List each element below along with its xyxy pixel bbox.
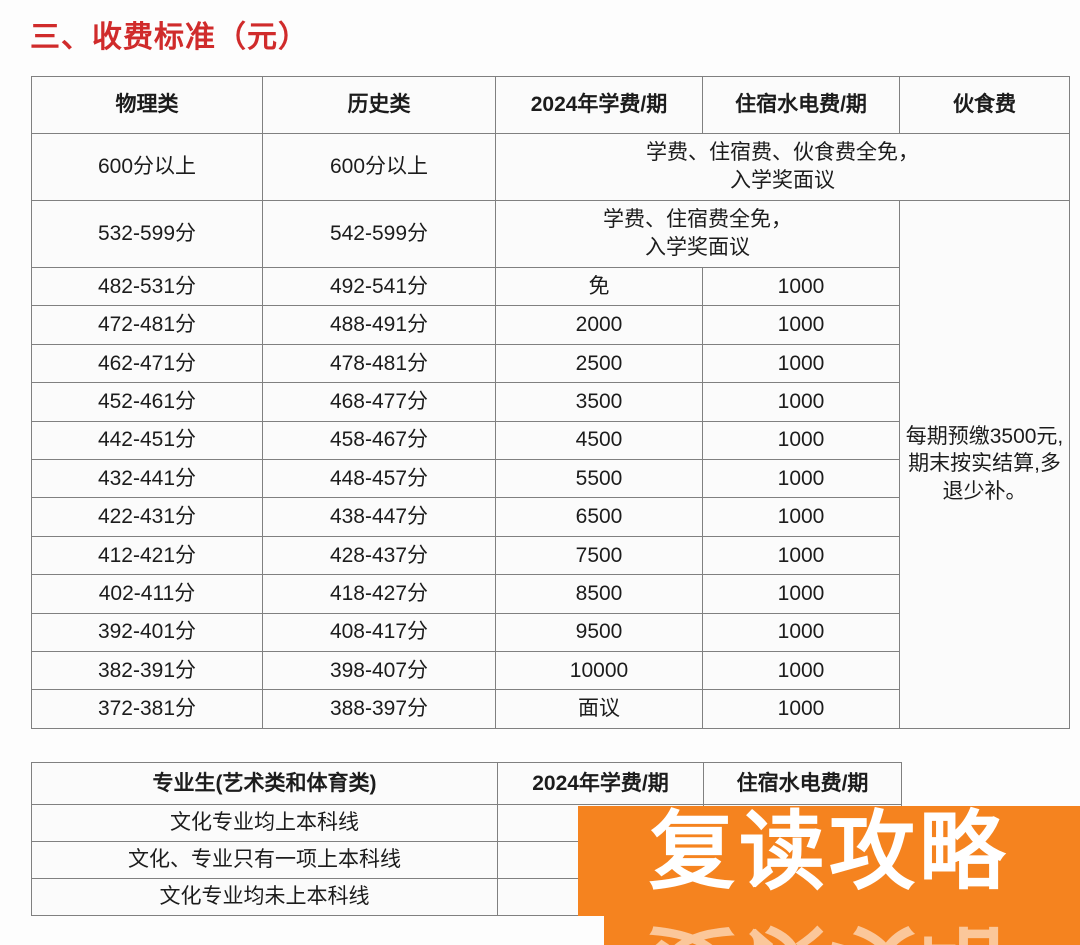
cell-physics-score: 452-461分 [31,382,263,422]
cell-tuition: 8500 [495,574,703,614]
cell-tuition: 免 [495,266,703,307]
cell-tuition: 2000 [495,305,703,345]
cell-physics-score: 402-411分 [31,574,263,614]
cell-dormitory: 1000 [702,343,900,384]
cell-history-score: 438-447分 [262,497,496,537]
table-row: 600分以上 600分以上 学费、住宿费、伙食费全免， 入学奖面议 [31,133,1070,201]
cell-physics-score: 442-451分 [31,420,263,460]
cell-history-score: 428-437分 [262,535,496,576]
cell-history-score: 542-599分 [262,200,496,268]
watermark-text: 复读攻略 [649,806,1009,900]
table-row: 392-401分 408-417分 9500 1000 [31,612,1070,652]
table-row: 532-599分 542-599分 学费、住宿费全免， 入学奖面议 每期预缴35… [31,200,1070,729]
watermark-notch [578,916,604,945]
column-header-tuition: 2024年学费/期 [497,762,704,805]
cell-physics-score: 482-531分 [31,266,263,307]
cell-tuition: 7500 [495,535,703,576]
cell-dormitory: 1000 [702,305,900,345]
cell-specialty-category: 文化、专业只有一项上本科线 [31,841,498,879]
cell-physics-score: 472-481分 [31,305,263,345]
cell-dormitory: 1000 [702,612,900,652]
cell-physics-score: 392-401分 [31,612,263,652]
cell-dormitory: 1000 [702,535,900,576]
cell-history-score: 458-467分 [262,420,496,460]
cell-dormitory: 1000 [702,266,900,307]
cell-history-score: 448-457分 [262,458,496,499]
column-header-physics: 物理类 [31,76,263,134]
cell-tuition: 5500 [495,458,703,499]
cell-dormitory: 1000 [702,689,900,729]
page-title: 三、收费标准（元） [30,21,309,54]
cell-physics-score: 600分以上 [31,133,263,201]
table-row: 472-481分 488-491分 2000 1000 [31,305,1070,345]
cell-tuition: 2500 [495,343,703,384]
watermark-banner: 复读攻略 复读攻略 [578,806,1080,945]
cell-tuition: 9500 [495,612,703,652]
column-header-dormitory: 住宿水电费/期 [702,76,900,134]
cell-history-score: 600分以上 [262,133,496,201]
cell-dormitory: 1000 [702,420,900,460]
cell-physics-score: 412-421分 [31,535,263,576]
table-row: 372-381分 388-397分 面议 1000 [31,689,1070,729]
column-header-specialty-student: 专业生(艺术类和体育类) [31,762,498,805]
table-row: 482-531分 492-541分 免 1000 [31,266,1070,307]
cell-physics-score: 532-599分 [31,200,263,268]
cell-history-score: 478-481分 [262,343,496,384]
cell-physics-score: 382-391分 [31,650,263,691]
watermark-text-reflection: 复读攻略 [649,912,1009,945]
cell-dormitory: 1000 [702,382,900,422]
cell-history-score: 468-477分 [262,382,496,422]
cell-fee-note-full-waiver: 学费、住宿费、伙食费全免， 入学奖面议 [495,133,1070,201]
cell-history-score: 488-491分 [262,305,496,345]
table-row: 402-411分 418-427分 8500 1000 [31,574,1070,614]
column-header-dormitory: 住宿水电费/期 [703,762,902,805]
table-row: 462-471分 478-481分 2500 1000 [31,343,1070,384]
cell-meal-fee-note: 每期预缴3500元,期末按实结算,多退少补。 [899,200,1070,729]
cell-tuition: 3500 [495,382,703,422]
cell-dormitory: 1000 [702,574,900,614]
cell-physics-score: 372-381分 [31,689,263,729]
fee-standard-table: 物理类 历史类 2024年学费/期 住宿水电费/期 伙食费 600分以上 600… [31,76,1070,729]
table-row: 422-431分 438-447分 6500 1000 [31,497,1070,537]
cell-specialty-category: 文化专业均未上本科线 [31,878,498,916]
cell-history-score: 398-407分 [262,650,496,691]
column-header-tuition: 2024年学费/期 [495,76,703,134]
table-row: 442-451分 458-467分 4500 1000 [31,420,1070,460]
table-row: 432-441分 448-457分 5500 1000 [31,458,1070,499]
cell-dormitory: 1000 [702,497,900,537]
cell-tuition: 面议 [495,689,703,729]
cell-fee-note-partial-waiver: 学费、住宿费全免， 入学奖面议 [495,200,900,268]
cell-tuition: 6500 [495,497,703,537]
table-header-row: 专业生(艺术类和体育类) 2024年学费/期 住宿水电费/期 [31,762,902,805]
table-header-row: 物理类 历史类 2024年学费/期 住宿水电费/期 伙食费 [31,76,1070,134]
cell-dormitory: 1000 [702,650,900,691]
cell-history-score: 408-417分 [262,612,496,652]
cell-dormitory: 1000 [702,458,900,499]
cell-tuition: 10000 [495,650,703,691]
cell-history-score: 492-541分 [262,266,496,307]
table-row: 452-461分 468-477分 3500 1000 [31,382,1070,422]
cell-specialty-category: 文化专业均上本科线 [31,804,498,842]
cell-history-score: 418-427分 [262,574,496,614]
cell-physics-score: 462-471分 [31,343,263,384]
cell-physics-score: 422-431分 [31,497,263,537]
column-header-history: 历史类 [262,76,496,134]
cell-physics-score: 432-441分 [31,458,263,499]
table-row: 412-421分 428-437分 7500 1000 [31,535,1070,576]
column-header-meal: 伙食费 [899,76,1070,134]
cell-tuition: 4500 [495,420,703,460]
cell-history-score: 388-397分 [262,689,496,729]
table-row: 文化、专业只有一项上本科线 7 [31,841,902,879]
